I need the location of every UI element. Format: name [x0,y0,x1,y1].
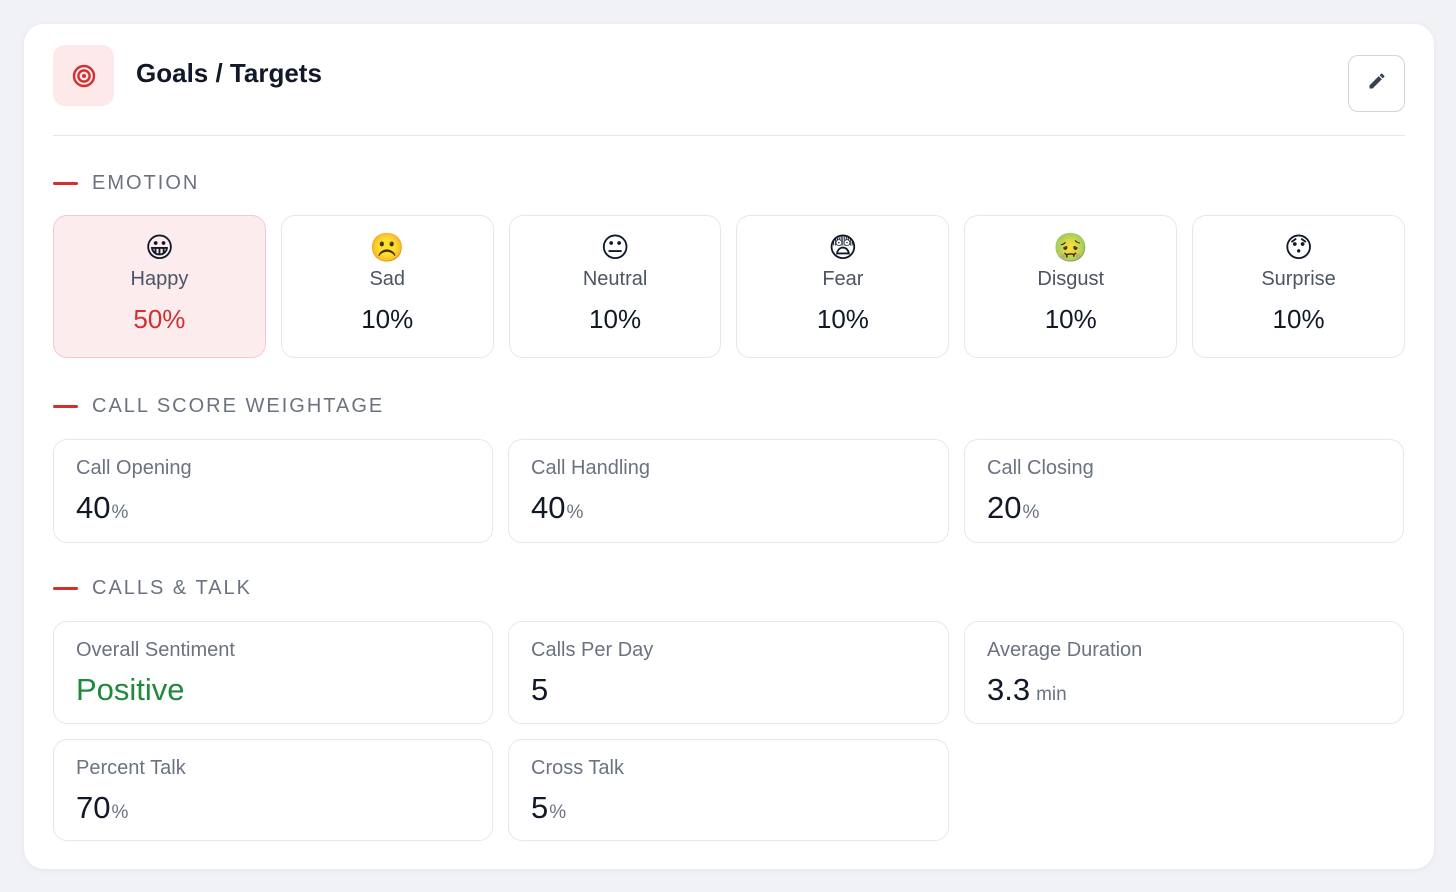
section-accent-dash [53,404,78,408]
metric-calls-per-day: Calls Per Day 5 [508,621,949,724]
metric-percent-talk: Percent Talk 70% [53,739,493,841]
metric-number: 5 [531,790,549,825]
section-call-score: CALL SCORE WEIGHTAGE [53,394,1405,418]
metric-label: Call Opening [76,457,192,479]
section-accent-dash [53,181,78,185]
emotion-card-disgust[interactable]: 🤢 Disgust 10% [964,215,1178,358]
metric-number: 40 [76,490,111,525]
happy-emoji-icon: 😀 [144,232,175,263]
metric-unit: % [549,802,567,823]
emotion-value: 10% [1044,304,1097,334]
metric-overall-sentiment: Overall Sentiment Positive [53,621,493,724]
goals-targets-card: Goals / Targets EMOTION 😀 Happy 50% ☹️ S… [24,24,1434,869]
neutral-emoji-icon: 😐 [600,232,630,263]
emotion-value: 10% [1272,304,1325,334]
section-label: CALL SCORE WEIGHTAGE [92,394,385,417]
emotion-card-neutral[interactable]: 😐 Neutral 10% [508,215,722,358]
section-emotion: EMOTION [53,171,1405,195]
metric-value: 40% [531,492,926,529]
section-calls-talk: CALLS & TALK [53,576,1405,600]
card-header: Goals / Targets [53,24,1405,136]
emotion-label: Disgust [1037,268,1105,290]
metric-number: 3.3 [987,672,1031,707]
metric-value: Positive [76,672,185,707]
edit-button[interactable] [1348,55,1405,112]
section-label: EMOTION [92,171,200,194]
metric-value: 70% [76,792,470,829]
metric-unit: min [1036,684,1067,705]
sad-emoji-icon: ☹️ [369,232,405,263]
emotion-card-surprise[interactable]: 😯 Surprise 10% [1192,215,1405,358]
emotion-card-sad[interactable]: ☹️ Sad 10% [280,215,494,358]
metric-call-closing: Call Closing 20% [964,439,1404,543]
metric-value: 5 [531,672,549,707]
metric-label: Average Duration [987,639,1143,661]
emotion-label: Happy [130,268,189,290]
emotion-label: Fear [822,268,864,290]
emotion-card-fear[interactable]: 😨 Fear 10% [736,215,950,358]
metric-call-handling: Call Handling 40% [508,439,949,543]
emotion-label: Surprise [1261,268,1336,290]
metric-value: 3.3 min [987,674,1381,711]
metric-unit: % [111,502,129,523]
pencil-icon [1367,71,1387,96]
metric-number: 20 [987,490,1022,525]
metric-label: Call Closing [987,457,1094,479]
metric-label: Call Handling [531,457,650,479]
metric-unit: % [111,802,129,823]
page-title: Goals / Targets [136,58,322,88]
metric-unit: % [1022,502,1040,523]
section-label: CALLS & TALK [92,576,252,599]
emotion-row: 😀 Happy 50% ☹️ Sad 10% 😐 Neutral 10% 😨 F… [53,215,1405,358]
metric-number: 70 [76,790,111,825]
emotion-value: 50% [133,304,186,334]
metric-average-duration: Average Duration 3.3 min [964,621,1404,724]
metric-value: 20% [987,492,1381,529]
metric-cross-talk: Cross Talk 5% [508,739,949,841]
metric-label: Overall Sentiment [76,639,235,661]
metric-label: Cross Talk [531,757,624,779]
calls-talk-grid: Overall Sentiment Positive Calls Per Day… [53,621,1405,841]
surprise-emoji-icon: 😯 [1283,232,1314,263]
emotion-card-happy[interactable]: 😀 Happy 50% [53,215,266,358]
metric-number: 40 [531,490,566,525]
section-accent-dash [53,586,78,590]
call-score-grid: Call Opening 40% Call Handling 40% Call … [53,439,1405,543]
metric-unit: % [566,502,584,523]
metric-value: 5% [531,792,926,829]
disgust-emoji-icon: 🤢 [1053,232,1089,263]
emotion-value: 10% [816,304,869,334]
metric-label: Calls Per Day [531,639,654,661]
metric-value: 40% [76,492,470,529]
emotion-value: 10% [589,304,642,334]
emotion-label: Neutral [582,268,648,290]
metric-call-opening: Call Opening 40% [53,439,493,543]
fear-emoji-icon: 😨 [828,232,858,263]
emotion-label: Sad [369,268,406,290]
target-icon [53,45,114,106]
emotion-value: 10% [361,304,414,334]
metric-label: Percent Talk [76,757,186,779]
